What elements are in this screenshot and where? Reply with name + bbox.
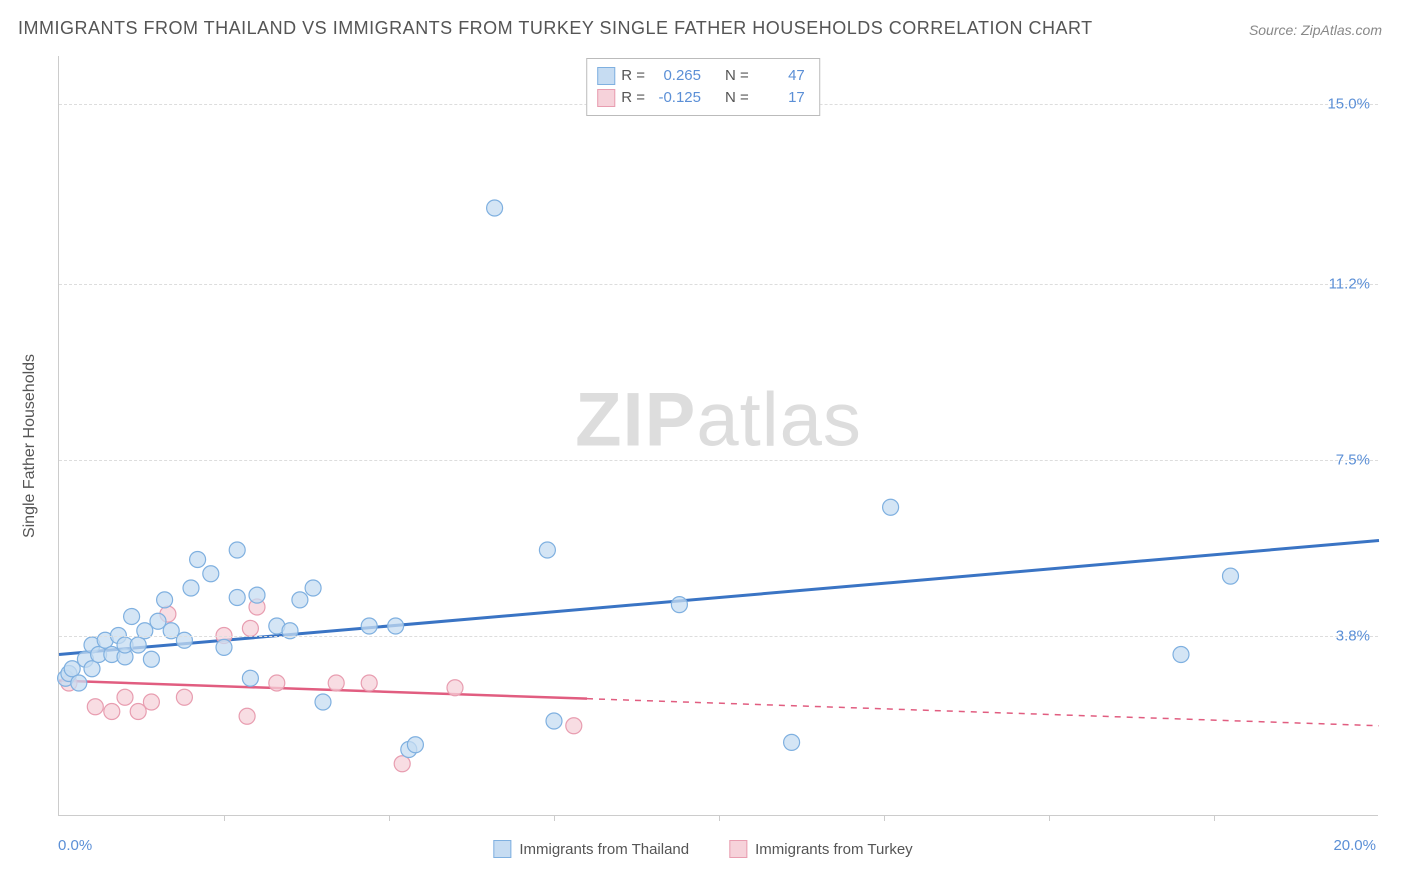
data-point: [143, 651, 159, 667]
data-point: [1173, 647, 1189, 663]
data-point: [394, 756, 410, 772]
x-tick-mark: [1214, 815, 1215, 821]
data-point: [229, 542, 245, 558]
chart-title: IMMIGRANTS FROM THAILAND VS IMMIGRANTS F…: [18, 18, 1093, 39]
data-point: [447, 680, 463, 696]
gridline: [59, 636, 1378, 637]
n-value-turkey: 17: [755, 87, 805, 109]
data-point: [124, 609, 140, 625]
x-tick-mark: [224, 815, 225, 821]
data-point: [239, 708, 255, 724]
x-tick-mark: [884, 815, 885, 821]
data-point: [242, 620, 258, 636]
data-point: [71, 675, 87, 691]
x-tick-mark: [554, 815, 555, 821]
x-axis-max-label: 20.0%: [1333, 837, 1376, 854]
y-tick-label: 3.8%: [1336, 627, 1370, 644]
legend-item-thailand: Immigrants from Thailand: [493, 840, 689, 858]
stats-legend-row: R = -0.125 N = 17: [597, 87, 805, 109]
data-point: [388, 618, 404, 634]
y-tick-label: 15.0%: [1327, 95, 1370, 112]
data-point: [117, 689, 133, 705]
data-point: [328, 675, 344, 691]
data-point: [784, 734, 800, 750]
legend-label-turkey: Immigrants from Turkey: [755, 841, 913, 858]
data-point: [305, 580, 321, 596]
y-tick-label: 11.2%: [1329, 276, 1370, 293]
data-point: [203, 566, 219, 582]
legend-swatch-turkey: [729, 840, 747, 858]
data-point: [242, 670, 258, 686]
data-point: [315, 694, 331, 710]
data-point: [87, 699, 103, 715]
y-tick-label: 7.5%: [1336, 451, 1370, 468]
data-point: [883, 499, 899, 515]
data-point: [292, 592, 308, 608]
data-point: [566, 718, 582, 734]
stats-legend: R = 0.265 N = 47 R = -0.125 N = 17: [586, 58, 820, 116]
data-point: [183, 580, 199, 596]
gridline: [59, 460, 1378, 461]
legend-swatch-turkey: [597, 89, 615, 107]
data-point: [216, 639, 232, 655]
data-point: [539, 542, 555, 558]
r-label: R =: [621, 87, 645, 109]
legend-swatch-thailand: [493, 840, 511, 858]
data-point: [361, 618, 377, 634]
source-attribution: Source: ZipAtlas.com: [1249, 22, 1382, 38]
data-point: [84, 661, 100, 677]
r-label: R =: [621, 65, 645, 87]
regression-line-extrapolated: [587, 699, 1379, 726]
series-legend: Immigrants from Thailand Immigrants from…: [493, 840, 912, 858]
data-point: [229, 590, 245, 606]
legend-item-turkey: Immigrants from Turkey: [729, 840, 913, 858]
n-label: N =: [725, 87, 749, 109]
legend-swatch-thailand: [597, 67, 615, 85]
data-point: [269, 675, 285, 691]
data-point: [1223, 568, 1239, 584]
data-point: [361, 675, 377, 691]
data-point: [407, 737, 423, 753]
r-value-turkey: -0.125: [651, 87, 701, 109]
chart-plot-area: ZIPatlas 3.8%7.5%11.2%15.0%: [58, 56, 1378, 816]
data-point: [190, 552, 206, 568]
x-axis-min-label: 0.0%: [58, 837, 92, 854]
legend-label-thailand: Immigrants from Thailand: [519, 841, 689, 858]
data-point: [671, 597, 687, 613]
x-tick-mark: [1049, 815, 1050, 821]
x-tick-mark: [389, 815, 390, 821]
x-tick-mark: [719, 815, 720, 821]
data-point: [176, 689, 192, 705]
y-axis-label: Single Father Households: [21, 354, 39, 538]
data-point: [157, 592, 173, 608]
data-point: [104, 704, 120, 720]
data-point: [143, 694, 159, 710]
n-label: N =: [725, 65, 749, 87]
data-point: [487, 200, 503, 216]
scatter-plot-svg: [59, 56, 1378, 815]
data-point: [546, 713, 562, 729]
stats-legend-row: R = 0.265 N = 47: [597, 65, 805, 87]
gridline: [59, 284, 1378, 285]
data-point: [249, 587, 265, 603]
r-value-thailand: 0.265: [651, 65, 701, 87]
n-value-thailand: 47: [755, 65, 805, 87]
data-point: [130, 637, 146, 653]
